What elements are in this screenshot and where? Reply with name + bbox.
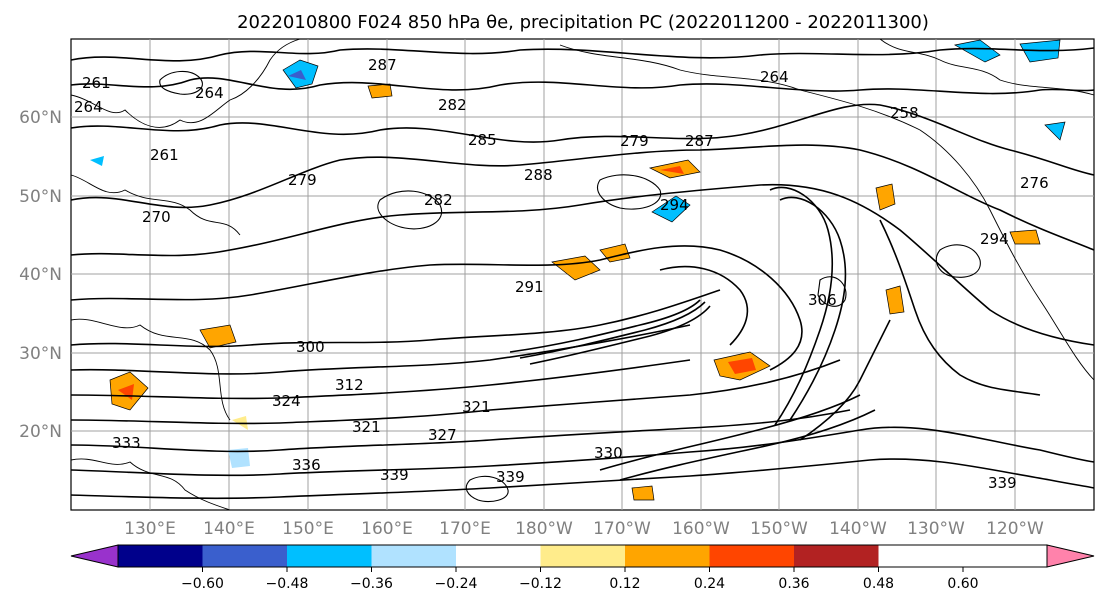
contour-label: 276 [1020,174,1049,192]
lon-label: 140°W [829,519,887,539]
colorbar-tick-label: 0.36 [778,576,809,592]
contour-label: 330 [594,444,623,462]
contour-label: 288 [524,166,553,184]
colorbar-segment [540,545,625,567]
colorbar-segment [118,545,203,567]
lon-label: 130°E [124,519,176,539]
colorbar-segment [287,545,372,567]
colorbar-tick-label: −0.48 [266,576,309,592]
contour-label: 312 [335,376,364,394]
contour-label: 264 [195,84,224,102]
colorbar-tick-label: −0.12 [519,576,562,592]
contour-label: 282 [438,96,467,114]
colorbar-tick-label: −0.60 [181,576,224,592]
coastlines [70,38,1095,511]
lat-label: 60°N [19,108,62,128]
colorbar-tick-label: 0.12 [609,576,640,592]
colorbar-segment [456,545,541,567]
contour-label: 294 [660,196,689,214]
contour-label: 258 [890,104,919,122]
contour-label: 282 [424,191,453,209]
contour-label: 287 [685,132,714,150]
colorbar-tick-label: 0.24 [694,576,725,592]
contour-labels: 261 264 264 287 282 285 279 287 264 258 … [74,56,1049,492]
lat-label: 40°N [19,265,62,285]
colorbar-tick-label: 0.60 [947,576,978,592]
contour-label: 321 [462,398,491,416]
contour-label: 300 [296,338,325,356]
lon-label: 170°W [593,519,651,539]
lon-label: 140°E [203,519,255,539]
lat-label: 20°N [19,422,62,442]
theta-e-contours [70,47,1095,503]
contour-label: 264 [74,98,103,116]
lat-label: 50°N [19,187,62,207]
contour-label: 264 [760,68,789,86]
longitude-labels: 130°E 140°E 150°E 160°E 170°E 180°W 170°… [124,519,1044,539]
colorbar-segment [709,545,794,567]
lon-label: 130°W [907,519,965,539]
colorbar-segment [202,545,287,567]
contour-label: 339 [380,466,409,484]
lon-label: 160°W [672,519,730,539]
contour-label: 339 [988,474,1017,492]
latitude-labels: 60°N 50°N 40°N 30°N 20°N [19,108,62,442]
colorbar-segment [794,545,879,567]
colorbar-max-extension [1046,544,1095,568]
colorbar-segment [371,545,456,567]
lon-label: 170°E [439,519,491,539]
contour-label: 336 [292,456,321,474]
contour-label: 324 [272,392,301,410]
colorbar-tick-label: −0.36 [350,576,393,592]
contour-label: 261 [150,146,179,164]
contour-label: 287 [368,56,397,74]
contour-label: 339 [496,468,525,486]
colorbar-segment [625,545,710,567]
lon-label: 160°E [361,519,413,539]
map-panel: 261 264 264 287 282 285 279 287 264 258 … [70,38,1095,511]
contour-label: 261 [82,74,111,92]
lon-label: 150°E [282,519,334,539]
contour-label: 327 [428,426,457,444]
colorbar-tick-label: 0.48 [863,576,894,592]
figure-title: 2022010800 F024 850 hPa θe, precipitatio… [237,12,929,33]
contour-label: 333 [112,434,141,452]
colorbar-tick-label: −0.24 [435,576,478,592]
contour-label: 291 [515,278,544,296]
contour-label: 285 [468,131,497,149]
colorbar: −0.60 −0.48 −0.36 −0.24 −0.12 0.12 0.24 … [70,544,1095,592]
lon-label: 120°W [986,519,1044,539]
lat-label: 30°N [19,344,62,364]
contour-label: 279 [620,132,649,150]
contour-label: 270 [142,208,171,226]
contour-label: 294 [980,230,1009,248]
lon-label: 180°W [515,519,573,539]
contour-label: 279 [288,171,317,189]
colorbar-outline [117,544,1048,568]
lon-label: 150°W [750,519,808,539]
contour-label: 306 [808,291,837,309]
contour-label: 321 [352,418,381,436]
colorbar-min-extension [70,544,119,568]
